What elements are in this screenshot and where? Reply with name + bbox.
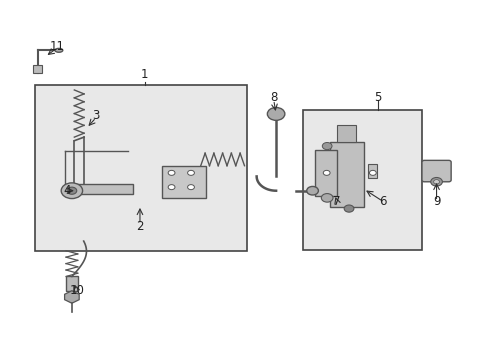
Circle shape	[168, 170, 175, 175]
Text: 3: 3	[92, 109, 100, 122]
Circle shape	[322, 143, 331, 150]
Circle shape	[61, 183, 82, 199]
FancyBboxPatch shape	[33, 65, 42, 73]
Text: 7: 7	[332, 195, 340, 208]
FancyBboxPatch shape	[162, 166, 205, 198]
Text: 10: 10	[69, 284, 84, 297]
Text: 1: 1	[141, 68, 148, 81]
Circle shape	[187, 170, 194, 175]
Circle shape	[187, 185, 194, 190]
Text: 2: 2	[136, 220, 143, 233]
Circle shape	[323, 170, 329, 175]
Text: 9: 9	[432, 195, 439, 208]
Text: 4: 4	[63, 184, 71, 197]
Text: 6: 6	[379, 195, 386, 208]
Ellipse shape	[55, 48, 62, 52]
FancyBboxPatch shape	[329, 143, 363, 207]
Circle shape	[369, 170, 375, 175]
Circle shape	[267, 108, 285, 120]
FancyBboxPatch shape	[421, 160, 450, 182]
FancyBboxPatch shape	[66, 276, 78, 291]
Polygon shape	[64, 291, 79, 303]
Text: 5: 5	[374, 91, 381, 104]
Circle shape	[344, 205, 353, 212]
Circle shape	[321, 194, 332, 202]
FancyBboxPatch shape	[336, 125, 356, 143]
Circle shape	[433, 180, 439, 184]
Circle shape	[306, 186, 318, 195]
FancyBboxPatch shape	[302, 111, 421, 249]
Circle shape	[67, 187, 77, 194]
Circle shape	[168, 185, 175, 190]
FancyBboxPatch shape	[368, 164, 376, 178]
FancyBboxPatch shape	[322, 164, 330, 178]
FancyBboxPatch shape	[35, 85, 246, 251]
Circle shape	[430, 177, 442, 186]
Text: 11: 11	[50, 40, 65, 53]
Text: 8: 8	[269, 91, 277, 104]
FancyBboxPatch shape	[314, 150, 336, 196]
Polygon shape	[64, 184, 132, 194]
